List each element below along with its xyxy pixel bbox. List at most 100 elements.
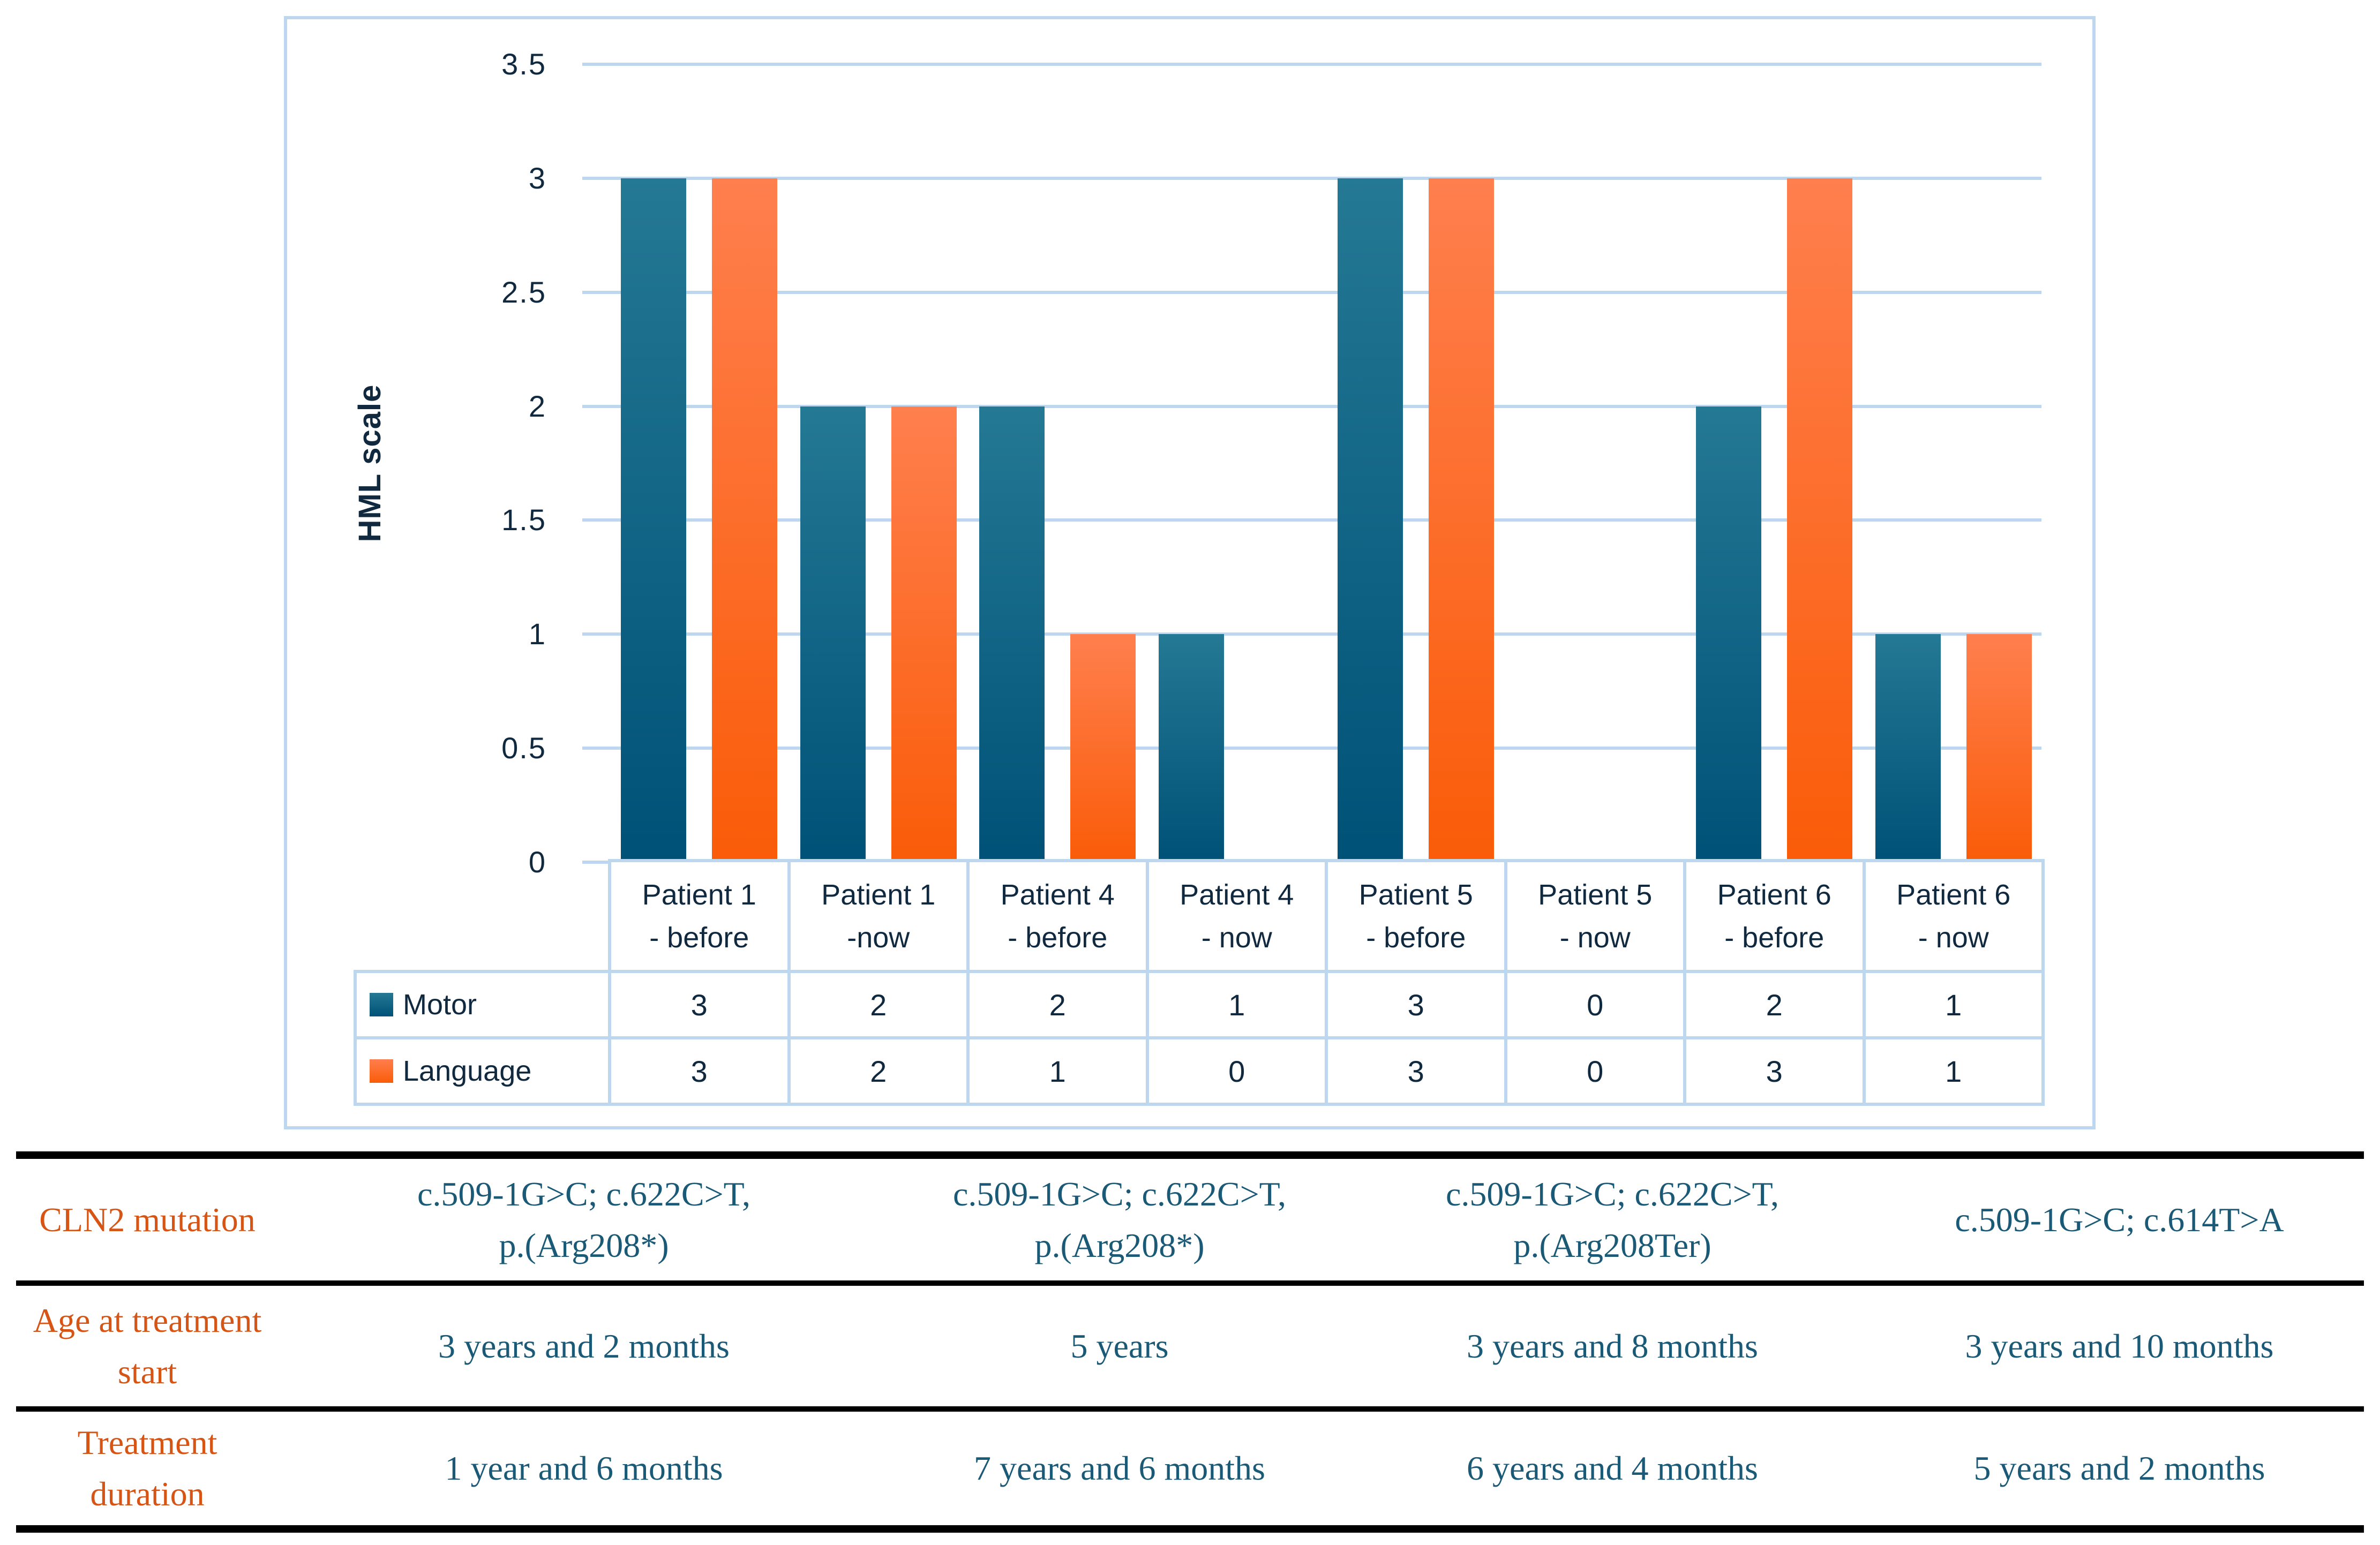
x-category-cell: Patient 4 - now bbox=[1148, 862, 1325, 970]
y-tick-label: 1 bbox=[528, 617, 546, 651]
info-row-label: CLN2 mutation bbox=[39, 1200, 256, 1239]
motor-value-cell-5: 3 bbox=[1328, 973, 1504, 1036]
gridline bbox=[611, 177, 2041, 180]
bar-language-3 bbox=[1070, 634, 1136, 862]
info-value-cell-1-2: c.509-1G>C; c.622C>T, p.(Arg208*) bbox=[952, 1174, 1287, 1264]
language-value-cell-1: 3 bbox=[611, 1039, 787, 1103]
info-value-cell-1-4: c.509-1G>C; c.614T>A bbox=[1955, 1200, 2284, 1239]
bar-language-1 bbox=[712, 178, 777, 862]
language-value-cell-4: 0 bbox=[1148, 1039, 1325, 1103]
motor-value-cell-8: 1 bbox=[1865, 973, 2041, 1036]
y-tick-label: 0 bbox=[528, 845, 546, 879]
x-category-cell: Patient 5 - now bbox=[1507, 862, 1683, 970]
bar-motor-5 bbox=[1338, 178, 1403, 862]
y-axis-tick bbox=[582, 405, 611, 408]
info-value-cell-2-2: 5 years bbox=[1070, 1327, 1169, 1365]
y-axis-tick bbox=[582, 861, 611, 864]
legend-item-language: Language bbox=[357, 1039, 608, 1103]
info-row-3: Treatment duration 1 year and 6 months 7 y… bbox=[16, 1412, 2364, 1525]
gridline bbox=[611, 291, 2041, 294]
language-value-cell-3: 1 bbox=[970, 1039, 1146, 1103]
gridline bbox=[611, 518, 2041, 522]
x-category-line2: - now bbox=[1918, 921, 1989, 954]
x-category-line2: -now bbox=[847, 921, 910, 954]
table-rule-2 bbox=[16, 1280, 2364, 1286]
y-tick-label: 2.5 bbox=[501, 275, 546, 309]
info-row-label: Age at treatment start bbox=[33, 1301, 262, 1391]
x-category-cell: Patient 1 - before bbox=[611, 862, 787, 970]
motor-value-cell-2: 2 bbox=[790, 973, 966, 1036]
x-category-line1: Patient 4 bbox=[1180, 878, 1294, 911]
table-rule-3 bbox=[16, 1406, 2364, 1412]
gridline bbox=[611, 747, 2041, 750]
bar-language-7 bbox=[1787, 178, 1852, 862]
y-tick-label: 3 bbox=[528, 161, 546, 195]
x-category-line1: Patient 6 bbox=[1896, 878, 2011, 911]
info-row-label: Treatment duration bbox=[77, 1423, 217, 1513]
patient-info-table: CLN2 mutation c.509-1G>C; c.622C>T, p.(Ar… bbox=[16, 1151, 2364, 1533]
y-axis-tick bbox=[582, 177, 611, 180]
x-category-line2: - before bbox=[1724, 921, 1825, 954]
legend-swatch-motor-icon bbox=[370, 993, 393, 1016]
y-axis-title: HML scale bbox=[352, 384, 387, 542]
y-tick-label: 3.5 bbox=[501, 47, 546, 81]
gridline bbox=[611, 63, 2041, 66]
table-rule-4 bbox=[16, 1525, 2364, 1533]
motor-value-cell-4: 1 bbox=[1148, 973, 1325, 1036]
legend-label-motor: Motor bbox=[403, 989, 477, 1021]
table-rule-1 bbox=[16, 1151, 2364, 1159]
x-category-line2: - before bbox=[1366, 921, 1466, 954]
x-category-line2: - now bbox=[1559, 921, 1631, 954]
bar-language-8 bbox=[1966, 634, 2032, 862]
y-axis-tick bbox=[582, 63, 611, 66]
x-category-line1: Patient 1 bbox=[642, 878, 756, 911]
info-value-cell-2-3: 3 years and 8 months bbox=[1467, 1327, 1758, 1365]
info-value-cell-1-3: c.509-1G>C; c.622C>T, p.(Arg208Ter) bbox=[1445, 1174, 1780, 1264]
bar-motor-1 bbox=[621, 178, 686, 862]
bar-motor-7 bbox=[1696, 406, 1761, 862]
y-axis-tick bbox=[582, 747, 611, 750]
x-axis-category-table: Patient 1 - before Patient 1 -now Patient 4 -… bbox=[608, 859, 2045, 973]
motor-value-cell-3: 2 bbox=[970, 973, 1146, 1036]
info-row-2: Age at treatment start 3 years and 2 mont… bbox=[16, 1286, 2364, 1406]
motor-value-cell-6: 0 bbox=[1507, 973, 1683, 1036]
bar-motor-4 bbox=[1159, 634, 1224, 862]
language-value-cell-6: 0 bbox=[1507, 1039, 1683, 1103]
x-category-cell: Patient 1 -now bbox=[790, 862, 966, 970]
y-axis-tick bbox=[582, 518, 611, 522]
info-value-cell-3-3: 6 years and 4 months bbox=[1467, 1449, 1758, 1487]
x-category-line1: Patient 1 bbox=[821, 878, 936, 911]
language-value-cell-7: 3 bbox=[1686, 1039, 1863, 1103]
info-value-cell-3-4: 5 years and 2 months bbox=[1973, 1449, 2265, 1487]
hml-chart-panel: HML scale Patient 1 - before Patient 1 -now… bbox=[284, 16, 2096, 1129]
legend-item-motor: Motor bbox=[357, 973, 608, 1036]
info-value-cell-3-1: 1 year and 6 months bbox=[445, 1449, 723, 1487]
y-tick-label: 0.5 bbox=[501, 731, 546, 765]
bar-motor-8 bbox=[1875, 634, 1941, 862]
bar-language-5 bbox=[1429, 178, 1494, 862]
bar-language-2 bbox=[891, 406, 957, 862]
gridline bbox=[611, 405, 2041, 408]
x-category-line2: - before bbox=[1008, 921, 1108, 954]
info-row-1: CLN2 mutation c.509-1G>C; c.622C>T, p.(Ar… bbox=[16, 1159, 2364, 1280]
motor-value-cell-1: 3 bbox=[611, 973, 787, 1036]
x-category-cell: Patient 5 - before bbox=[1328, 862, 1504, 970]
motor-value-cell-7: 2 bbox=[1686, 973, 1863, 1036]
plot-area bbox=[611, 63, 2041, 864]
x-category-line1: Patient 5 bbox=[1538, 878, 1653, 911]
y-tick-label: 1.5 bbox=[501, 503, 546, 537]
y-tick-label: 2 bbox=[528, 389, 546, 423]
language-value-cell-5: 3 bbox=[1328, 1039, 1504, 1103]
y-axis-tick bbox=[582, 632, 611, 636]
info-value-cell-1-1: c.509-1G>C; c.622C>T, p.(Arg208*) bbox=[417, 1174, 751, 1264]
x-category-cell: Patient 6 - now bbox=[1865, 862, 2041, 970]
x-category-line1: Patient 6 bbox=[1717, 878, 1831, 911]
x-category-line2: - now bbox=[1201, 921, 1272, 954]
x-category-cell: Patient 4 - before bbox=[970, 862, 1146, 970]
x-category-line1: Patient 5 bbox=[1358, 878, 1473, 911]
legend-label-language: Language bbox=[403, 1055, 532, 1087]
info-value-cell-2-4: 3 years and 10 months bbox=[1965, 1327, 2274, 1365]
bar-motor-3 bbox=[979, 406, 1045, 862]
language-value-cell-2: 2 bbox=[790, 1039, 966, 1103]
